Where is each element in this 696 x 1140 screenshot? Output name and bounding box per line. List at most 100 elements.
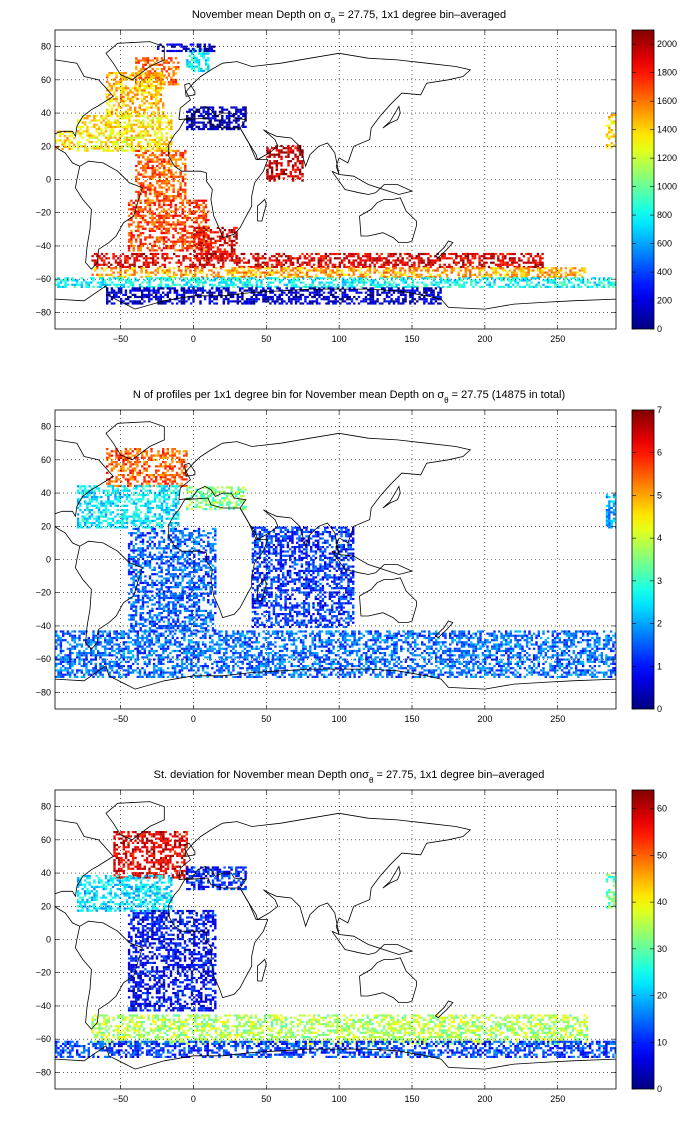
data-cell [466, 259, 470, 262]
data-cell [93, 136, 96, 139]
data-cell [492, 257, 495, 260]
data-cell [158, 199, 161, 202]
data-cell [169, 240, 173, 243]
data-cell [471, 273, 474, 276]
data-cell [193, 117, 196, 120]
data-cell [120, 302, 123, 305]
data-cell [298, 177, 302, 180]
data-cell [379, 283, 382, 286]
data-cell [581, 275, 584, 278]
data-cell [534, 255, 537, 258]
data-cell [401, 273, 404, 276]
data-cell [369, 289, 372, 292]
data-cell [236, 279, 240, 282]
data-cell [488, 281, 491, 284]
data-cell [211, 285, 214, 288]
data-cell [186, 214, 189, 217]
data-cell [184, 190, 187, 193]
data-cell [162, 208, 166, 211]
data-cell [188, 119, 191, 122]
data-cell [149, 70, 152, 73]
data-cell [164, 283, 167, 286]
data-cell [264, 252, 267, 256]
data-cell [153, 240, 156, 243]
data-cell [209, 231, 213, 234]
data-cell [122, 97, 125, 101]
data-cell [104, 128, 108, 131]
data-cell [460, 283, 464, 286]
data-cell [446, 279, 450, 282]
data-cell [221, 257, 224, 260]
data-cell [71, 283, 74, 286]
data-cell [430, 289, 433, 292]
data-cell [145, 265, 148, 269]
data-cell [165, 138, 168, 141]
data-cell [250, 265, 253, 269]
data-cell [387, 269, 390, 272]
data-cell [194, 291, 197, 294]
data-cell [179, 182, 182, 185]
data-cell [149, 271, 153, 274]
data-cell [551, 281, 554, 284]
data-cell [438, 257, 442, 260]
data-cell [79, 128, 82, 131]
data-cell [291, 149, 295, 152]
data-cell [548, 273, 551, 276]
data-cell [385, 269, 388, 272]
data-cell [151, 249, 154, 252]
data-cell [315, 298, 319, 301]
data-cell [144, 132, 147, 135]
data-cell [456, 283, 459, 286]
data-cell [318, 281, 321, 284]
data-cell [153, 70, 157, 73]
data-cell [200, 231, 203, 234]
data-cell [167, 68, 171, 71]
data-cell [507, 285, 510, 288]
data-cell [371, 300, 375, 303]
data-cell [227, 285, 230, 288]
data-cell [76, 147, 80, 150]
data-cell [159, 100, 162, 103]
data-cell [139, 167, 143, 170]
data-cell [159, 295, 162, 299]
data-cell [134, 74, 137, 77]
data-cell [155, 221, 159, 224]
data-cell [174, 206, 177, 209]
data-cell [167, 123, 171, 126]
data-cell [445, 257, 449, 260]
data-cell [247, 265, 250, 269]
data-cell [184, 164, 187, 168]
data-cell [113, 289, 116, 292]
data-cell [88, 115, 91, 118]
data-cell [192, 295, 195, 299]
data-cell [155, 236, 159, 239]
data-cell [63, 130, 67, 133]
data-cell [417, 265, 421, 269]
data-cell [148, 291, 151, 294]
data-cell [126, 265, 129, 269]
data-cell [469, 252, 472, 256]
data-cell [217, 291, 221, 294]
data-cell [305, 269, 309, 272]
data-cell [139, 247, 142, 250]
data-cell [555, 275, 558, 278]
data-cell [202, 201, 205, 204]
data-cell [227, 287, 230, 290]
data-cell [146, 83, 150, 86]
data-cell [403, 273, 407, 276]
data-cell [341, 295, 344, 299]
data-cell [408, 265, 411, 269]
data-cell [156, 125, 159, 128]
data-cell [64, 285, 67, 288]
data-cell [583, 269, 586, 272]
data-cell [359, 261, 362, 264]
data-cell [188, 236, 191, 239]
data-cell [436, 267, 439, 270]
data-cell [200, 246, 203, 249]
data-cell [350, 267, 353, 270]
data-cell [129, 281, 132, 284]
data-cell [271, 289, 274, 292]
data-cell [359, 259, 362, 262]
data-cell [338, 257, 341, 260]
